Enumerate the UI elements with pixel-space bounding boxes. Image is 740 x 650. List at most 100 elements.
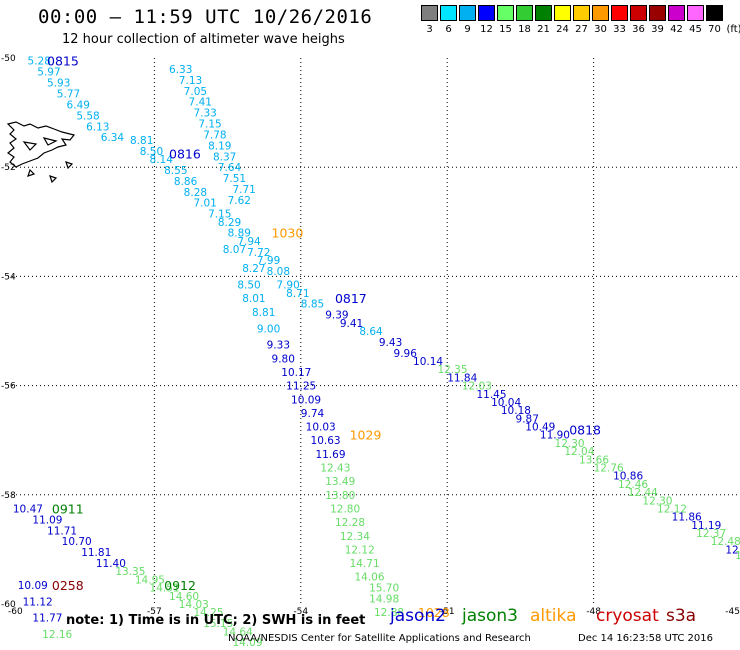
legend-label-12: 12 bbox=[480, 24, 493, 35]
swh-value: 8.01 bbox=[242, 293, 265, 305]
swh-value: 12.43 bbox=[320, 463, 350, 475]
swh-value: 9.39 bbox=[325, 310, 348, 322]
swh-value: 8.14 bbox=[150, 154, 174, 166]
legend-swatch-21 bbox=[535, 5, 552, 21]
lat-tick-label: -52 bbox=[1, 163, 16, 173]
swh-value: 10.86 bbox=[613, 471, 643, 483]
pass-time-label: 0815 bbox=[47, 54, 79, 69]
generated-timestamp: Dec 14 16:23:58 UTC 2016 bbox=[578, 633, 713, 644]
swh-value: 9.33 bbox=[267, 340, 290, 352]
swh-value: 14.25 bbox=[193, 607, 223, 619]
swh-value: 12.48 bbox=[711, 536, 740, 548]
swh-value: 12.04 bbox=[564, 446, 594, 458]
legend-label-21: 21 bbox=[537, 24, 550, 35]
swh-value: 6.13 bbox=[86, 121, 109, 133]
swh-value: 11.90 bbox=[540, 430, 570, 442]
swh-value: 14.98 bbox=[369, 594, 399, 606]
swh-value: 10.03 bbox=[306, 422, 336, 434]
swh-value: 12.46 bbox=[618, 479, 648, 491]
swh-value: 15.70 bbox=[369, 583, 399, 595]
swh-value: 8.81 bbox=[130, 135, 153, 147]
swh-value: 9.41 bbox=[340, 318, 363, 330]
legend-label-70: 70 bbox=[708, 24, 721, 35]
swh-value: 7.72 bbox=[247, 247, 270, 259]
swh-value: 8.08 bbox=[267, 266, 290, 278]
legend-swatch-42 bbox=[668, 5, 685, 21]
legend-swatch-6 bbox=[440, 5, 457, 21]
swh-value: 13.49 bbox=[325, 476, 355, 488]
lon-tick-label: -60 bbox=[8, 607, 23, 617]
swh-value: 10.04 bbox=[491, 397, 521, 409]
swh-value: 10.47 bbox=[13, 503, 43, 515]
falkland-islands-coastline bbox=[6, 121, 76, 184]
legend-swatch-9 bbox=[459, 5, 476, 21]
pass-time-label: 0817 bbox=[335, 291, 367, 306]
swh-value: 6.33 bbox=[169, 64, 192, 76]
swh-value: 14.60 bbox=[169, 591, 199, 603]
lon-tick-label: -57 bbox=[147, 607, 162, 617]
swh-value: 14.03 bbox=[179, 599, 209, 611]
swh-value: 14.51 bbox=[150, 583, 180, 595]
swh-value: 7.78 bbox=[203, 129, 226, 141]
lat-tick-label: -54 bbox=[1, 272, 16, 282]
swh-value: 7.64 bbox=[218, 162, 242, 174]
swh-value: 10.17 bbox=[281, 367, 311, 379]
swh-value: 9.87 bbox=[516, 413, 539, 425]
satellite-jason2: jason2 bbox=[390, 606, 446, 626]
swh-value: 14.06 bbox=[354, 572, 384, 584]
lon-tick-label: -48 bbox=[586, 607, 601, 617]
satellite-altika: altika bbox=[530, 606, 577, 626]
swh-value: 10.14 bbox=[413, 356, 443, 368]
swh-value: 5.28 bbox=[28, 56, 51, 68]
swh-value: 15.15 bbox=[203, 618, 233, 630]
swh-value: 12.12 bbox=[657, 503, 687, 515]
swh-value: 12.76 bbox=[594, 463, 624, 475]
swh-value: 9.74 bbox=[301, 408, 325, 420]
swh-value: 9.80 bbox=[272, 353, 295, 365]
swh-value: 7.33 bbox=[193, 108, 216, 120]
lat-tick-label: -56 bbox=[1, 382, 16, 392]
units-note: note: 1) Time is in UTC; 2) SWH is in fe… bbox=[66, 613, 366, 628]
swh-value: 8.07 bbox=[223, 244, 246, 256]
swh-value: 11.09 bbox=[32, 514, 62, 526]
swh-value: 8.89 bbox=[228, 228, 251, 240]
swh-value: 11.45 bbox=[476, 389, 506, 401]
swh-value: 12.16 bbox=[42, 629, 72, 641]
lat-tick-label: -60 bbox=[1, 600, 16, 610]
swh-value: 8.71 bbox=[286, 288, 309, 300]
swh-value: 8.37 bbox=[213, 151, 236, 163]
swh-value: 7.71 bbox=[232, 184, 255, 196]
lon-tick-label: -54 bbox=[293, 607, 308, 617]
satellite-s3a: s3a bbox=[666, 606, 697, 626]
legend-label-30: 30 bbox=[594, 24, 607, 35]
swh-value: 10.63 bbox=[311, 435, 341, 447]
legend-unit: (ft) bbox=[726, 24, 740, 35]
legend-swatch-12 bbox=[478, 5, 495, 21]
swh-value: 10.70 bbox=[62, 536, 92, 548]
lat-tick-label: -58 bbox=[1, 491, 16, 501]
swh-value: 14.95 bbox=[135, 574, 165, 586]
swh-value: 7.15 bbox=[208, 209, 231, 221]
legend-label-27: 27 bbox=[575, 24, 588, 35]
legend-swatch-39 bbox=[649, 5, 666, 21]
swh-value: 12.56 bbox=[735, 550, 740, 562]
legend-swatch-15 bbox=[497, 5, 514, 21]
legend-label-15: 15 bbox=[499, 24, 512, 35]
swh-value: 10.18 bbox=[501, 405, 531, 417]
swh-value: 7.41 bbox=[189, 97, 212, 109]
swh-value: 7.05 bbox=[184, 86, 207, 98]
swh-value: 12.37 bbox=[696, 528, 726, 540]
swh-readings: 5.285.975.935.776.495.586.136.34 6.337.13… bbox=[13, 56, 740, 649]
legend-label-3: 3 bbox=[426, 24, 433, 35]
swh-value: 10.09 bbox=[18, 580, 48, 592]
pass-time-label: 1028 bbox=[418, 605, 450, 620]
pass-time-label: 1029 bbox=[350, 428, 382, 443]
legend-swatch-18 bbox=[516, 5, 533, 21]
legend-label-18: 18 bbox=[518, 24, 531, 35]
swh-value: 13.80 bbox=[325, 490, 355, 502]
swh-value: 12.28 bbox=[335, 517, 365, 529]
swh-value: 12.80 bbox=[330, 503, 360, 515]
pass-time-label: 0911 bbox=[52, 501, 84, 516]
swh-value: 5.97 bbox=[37, 67, 60, 79]
legend-swatch-36 bbox=[630, 5, 647, 21]
